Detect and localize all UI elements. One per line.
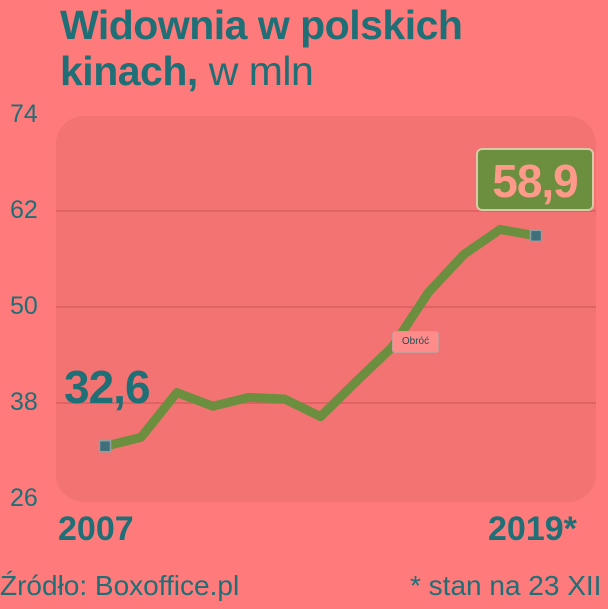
y-tick-label: 74 [10,100,38,128]
end-value-label: 58,9 [492,155,579,207]
rotate-tooltip[interactable]: Obróć [392,331,439,353]
y-tick-label: 38 [10,388,38,416]
data-point [211,405,214,408]
y-tick-label: 26 [10,484,38,512]
y-tick-label: 50 [10,292,38,320]
x-label-start: 2007 [58,510,134,548]
data-point [499,228,502,231]
data-point [247,396,250,399]
start-value-label: 32,6 [64,361,151,413]
data-point [355,380,358,383]
x-label-end: 2019* [488,510,577,548]
title-line-2: kinach, [60,48,198,94]
end-value-box: 58,9 [476,148,594,211]
data-point [463,253,466,256]
y-tick-label: 62 [10,196,38,224]
data-point [529,229,543,243]
data-point [283,398,286,400]
data-point [427,291,430,294]
data-point [175,391,178,394]
footnote: * stan na 23 XII [410,570,602,601]
series-line [100,224,541,451]
data-point [319,415,322,418]
title-unit: w mln [208,48,314,94]
chart-title: Widownia w polskich kinach, w mln [60,2,463,94]
data-point [98,439,112,453]
data-point [139,436,142,439]
title-line-1: Widownia w polskich [60,2,463,48]
source-note: Źródło: Boxoffice.pl [0,570,240,601]
